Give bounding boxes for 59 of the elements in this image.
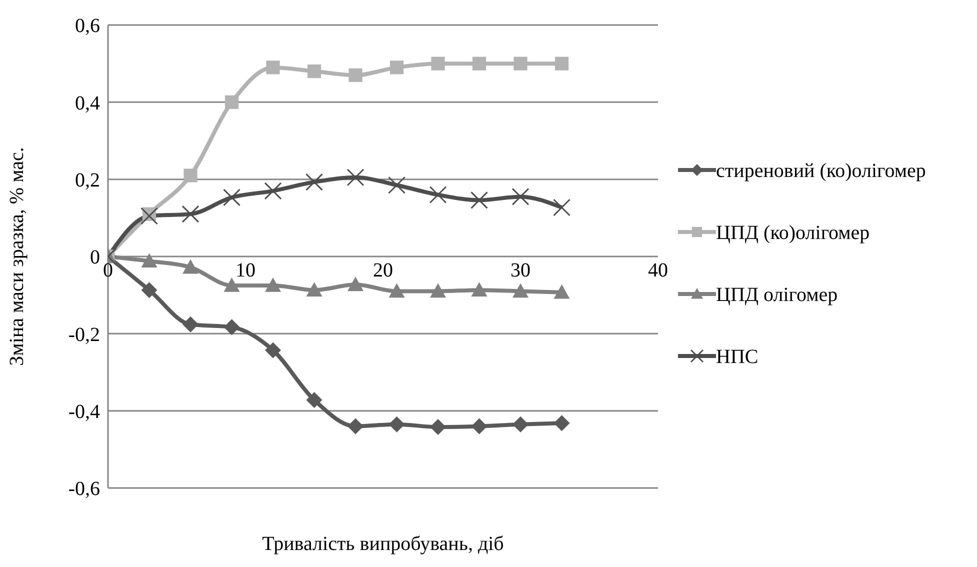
point: [182, 205, 200, 223]
x-tick-label: 20: [373, 260, 393, 282]
point: [224, 95, 239, 109]
legend-label: НПС: [716, 345, 758, 369]
y-tick-label: -0,2: [68, 324, 100, 346]
point: [429, 186, 447, 204]
point: [470, 191, 488, 209]
point: [182, 316, 198, 332]
legend-label: ЦПД (ко)олігомер: [716, 221, 870, 245]
point: [430, 283, 446, 298]
point: [184, 168, 198, 182]
point: [224, 319, 240, 336]
point: [307, 64, 322, 78]
legend-label: стиреновий (ко)олігомер: [716, 159, 926, 183]
point: [140, 207, 158, 225]
point: [431, 56, 445, 70]
point: [346, 168, 364, 186]
legend-label: ЦПД олігомер: [716, 283, 838, 307]
point: [388, 176, 406, 194]
point: [223, 188, 240, 206]
x-tick-label: 30: [510, 260, 530, 282]
point: [141, 282, 158, 298]
y-tick-label: -0,4: [68, 400, 100, 423]
point: [553, 198, 570, 216]
point: [348, 418, 364, 434]
point: [388, 283, 405, 298]
point: [265, 277, 281, 292]
point: [348, 68, 362, 82]
point: [471, 418, 488, 434]
y-tick-label: 0,4: [75, 92, 100, 114]
x-tick-label: 40: [648, 260, 668, 282]
point: [390, 60, 404, 74]
y-tick-label: -0,6: [68, 478, 100, 500]
point: [512, 283, 528, 298]
point: [265, 342, 281, 358]
point: [512, 188, 530, 206]
point: [306, 282, 322, 296]
point: [430, 419, 446, 436]
point: [554, 415, 570, 432]
point: [224, 277, 240, 292]
x-axis-title: Тривалість випробувань, діб: [262, 533, 504, 555]
point: [141, 253, 158, 268]
y-tick-label: 0,2: [75, 169, 100, 192]
point: [264, 182, 282, 200]
y-tick-label: 0,6: [75, 15, 100, 38]
point: [306, 173, 323, 191]
point: [514, 56, 528, 70]
point: [554, 56, 569, 70]
point: [388, 416, 405, 432]
x-tick-label: 10: [236, 260, 256, 282]
y-axis-title: Зміна маси зразка, % мас.: [6, 147, 28, 366]
point: [266, 60, 280, 74]
point: [471, 282, 488, 296]
point: [348, 276, 364, 292]
point: [306, 392, 322, 408]
point: [554, 284, 570, 299]
point: [472, 56, 486, 70]
point: [512, 416, 528, 432]
point: [182, 259, 198, 274]
